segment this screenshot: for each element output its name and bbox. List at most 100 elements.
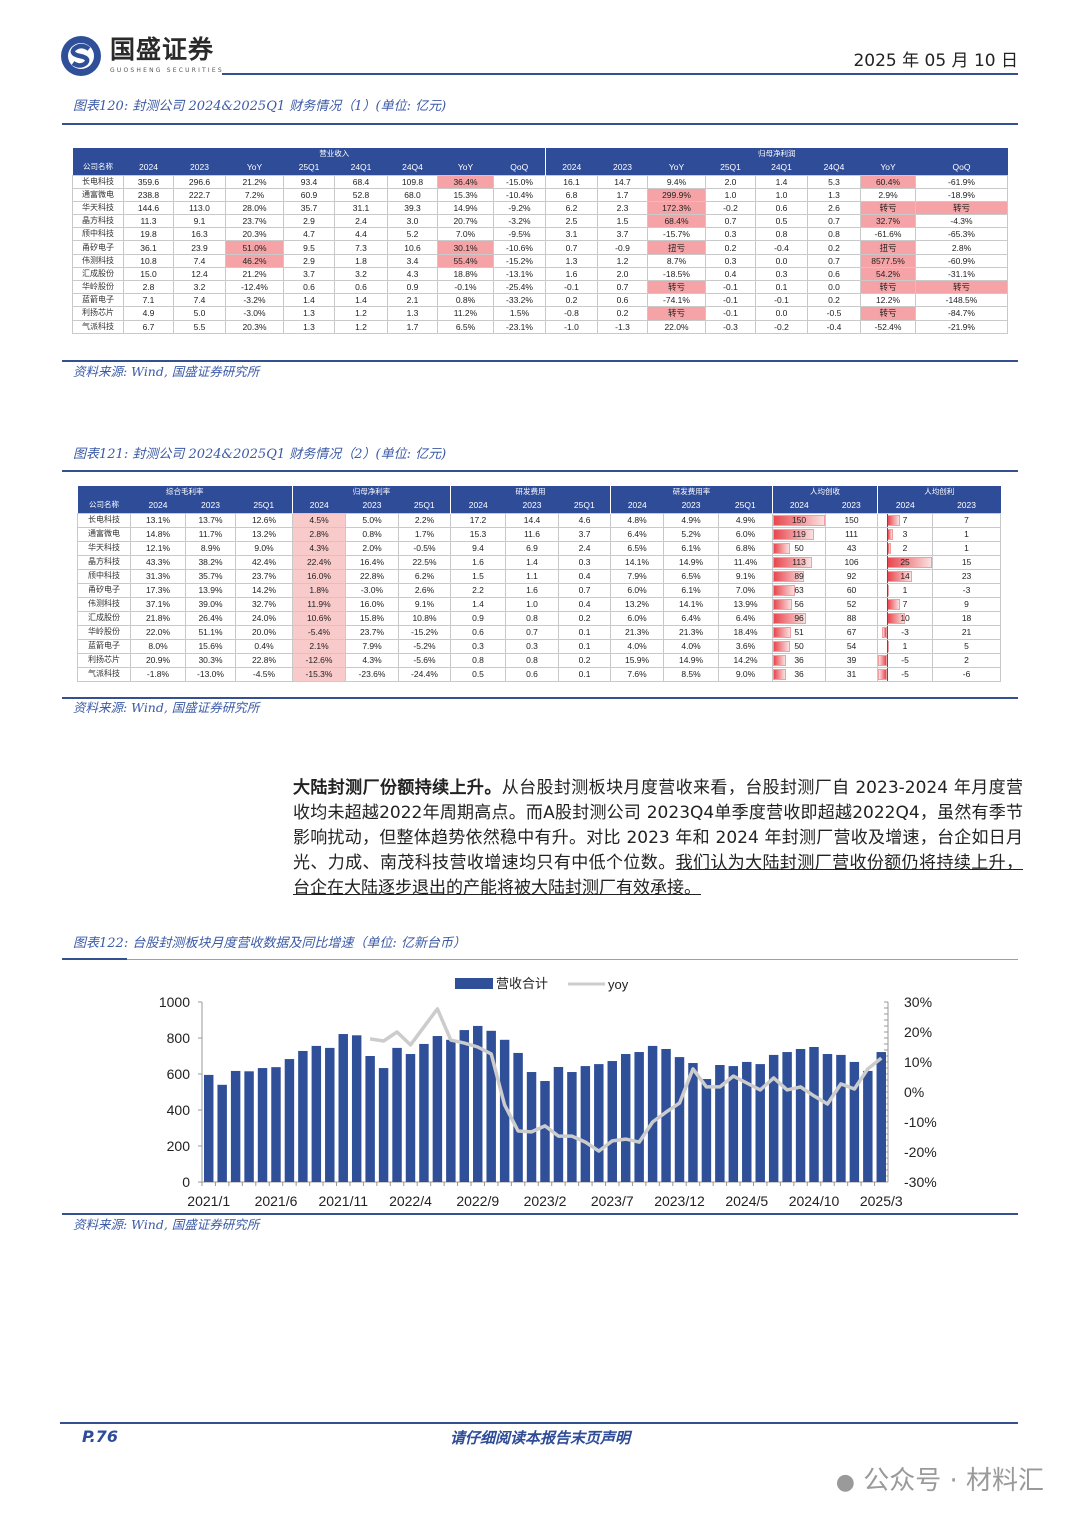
table-cell: -15.0% <box>493 174 546 189</box>
revenue-bar <box>419 1043 429 1182</box>
revenue-per-capita-bar: 89 <box>772 568 827 584</box>
table-cell: -60.9% <box>915 253 1008 268</box>
table-cell: 60.4% <box>860 174 916 189</box>
table-cell: -84.7% <box>915 306 1008 321</box>
table-cell: 21.2% <box>225 174 284 189</box>
table-cell: 4.5% <box>292 512 346 528</box>
table-cell: 38.2% <box>185 554 236 570</box>
table-cell: 1.3 <box>283 319 335 334</box>
table-cell: -25.4% <box>493 279 546 295</box>
table-cell: 51.0% <box>225 240 284 255</box>
bar-axis <box>887 514 889 526</box>
revenue-bar <box>728 1066 739 1182</box>
table-cell: 0.5 <box>755 214 808 229</box>
company-name: 甬矽电子 <box>77 582 131 598</box>
table-cell: 11.2% <box>437 306 494 321</box>
table-cell: 2.4 <box>558 540 612 556</box>
paragraph-body: 从台股封测板块月度营收来看，台股封测厂自 2023-2024 年月度营收均未超越… <box>293 778 1024 873</box>
table-cell: -148.5% <box>915 293 1008 308</box>
table-cell: 32.7% <box>860 214 916 229</box>
column-header: YoY <box>647 160 706 175</box>
revenue-bar <box>701 1079 712 1182</box>
table-cell: 93.4 <box>283 174 335 189</box>
watermark-text: 公众号 · 材料汇 <box>863 1466 1044 1496</box>
paragraph-heading: 大陆封测厂份额持续上升。 <box>293 778 502 798</box>
table-cell: 1.2 <box>334 319 388 334</box>
table-cell: -0.3 <box>705 319 756 334</box>
table-cell: 15.3% <box>437 187 494 202</box>
column-header-row: 公司名称 2024 2023 25Q1 2024 2023 25Q1 2024 2023 25Q1… <box>77 498 1001 513</box>
table-cell: -0.2 <box>755 319 808 334</box>
x-tick-label: 2024/10 <box>789 1193 840 1209</box>
group-net-profit: 归母净利润 <box>545 148 1008 160</box>
table-cell: -5.4% <box>292 624 346 640</box>
table-cell: 8.9% <box>185 540 236 556</box>
table-cell: 11.4% <box>718 554 774 570</box>
table-cell: 4.7 <box>283 227 335 242</box>
table-cell: 21.3% <box>663 624 720 640</box>
divider <box>62 959 1018 960</box>
company-name: 华天科技 <box>77 540 131 556</box>
table-cell: 31 <box>825 666 879 682</box>
revenue-bar <box>863 1070 873 1182</box>
table-cell: -3.2% <box>225 293 284 308</box>
table-cell: 14.9% <box>663 554 720 570</box>
column-header: 2024 <box>772 498 826 513</box>
table-cell: 4.9% <box>663 512 720 528</box>
table-cell: 54 <box>825 638 879 654</box>
group-header-row: 营业收入 归母净利润 <box>72 148 1008 160</box>
revenue-bar <box>742 1061 752 1182</box>
table-cell: 109.8 <box>387 174 438 189</box>
table-cell: 13.1% <box>130 512 186 528</box>
table-cell: 11.9% <box>292 596 346 612</box>
profit-per-capita-bar: 25 <box>877 554 934 570</box>
table-cell: 88 <box>825 610 879 626</box>
table-cell: 0.6 <box>807 266 861 282</box>
x-tick-label: 2025/3 <box>860 1193 903 1209</box>
table-cell: 1.0 <box>705 187 756 202</box>
table-cell: 16.0% <box>345 596 399 612</box>
table-cell: 43 <box>825 540 879 556</box>
data-bar <box>773 542 791 554</box>
revenue-bar <box>661 1048 671 1182</box>
table-cell: 150 <box>825 512 879 528</box>
company-name: 甬矽电子 <box>72 240 124 255</box>
figure-122-source: 资料来源: Wind, 国盛证券研究所 <box>73 1217 260 1232</box>
table-cell: 转亏 <box>860 200 916 216</box>
company-name: 蓝箭电子 <box>77 638 131 654</box>
revenue-per-capita-bar: 36 <box>772 666 827 682</box>
table-cell: 0.7 <box>505 624 560 640</box>
x-tick-label: 2022/4 <box>389 1193 432 1209</box>
table-cell: 0.3 <box>755 266 808 282</box>
footer-divider <box>60 1422 1018 1424</box>
revenue-bar <box>432 1036 443 1182</box>
table-cell: -0.4 <box>807 319 861 334</box>
table-cell: -65.3% <box>915 227 1008 242</box>
table-cell: 6.2% <box>397 568 452 584</box>
table-cell: 4.9% <box>718 512 774 528</box>
table-cell: -1.0 <box>545 319 598 334</box>
table-cell: 5.2% <box>663 526 720 542</box>
table-cell: 6.4% <box>663 610 720 626</box>
data-bar <box>887 514 900 526</box>
watermark: ● 公众号 · 材料汇 <box>836 1466 1044 1498</box>
table-cell: 42.4% <box>235 554 293 570</box>
revenue-bar <box>768 1054 779 1182</box>
table-cell: 3.2 <box>334 266 388 282</box>
table-cell: 92 <box>825 568 879 584</box>
logo-text: 国盛证券 <box>110 35 215 64</box>
table-cell: -0.1% <box>437 279 494 295</box>
table-cell: 0.8% <box>345 526 399 542</box>
revenue-bar <box>620 1054 631 1182</box>
table-cell: 7.6% <box>610 666 665 682</box>
table-cell: 21.8% <box>130 610 186 626</box>
table-cell: 3.0 <box>387 214 438 229</box>
profit-per-capita-bar: 1 <box>877 582 934 598</box>
column-header: YoY <box>437 160 494 175</box>
x-tick-label: 2022/9 <box>456 1193 499 1209</box>
bar-axis <box>887 542 889 554</box>
company-name: 气派科技 <box>77 666 131 682</box>
table-cell: 1 <box>902 641 908 651</box>
table-cell: 0.6 <box>283 279 335 295</box>
table-row: 颀中科技 19.8 16.3 20.3% 4.7 4.4 5.2 7.0% -9.5% 3.1 3.… <box>72 227 1008 242</box>
